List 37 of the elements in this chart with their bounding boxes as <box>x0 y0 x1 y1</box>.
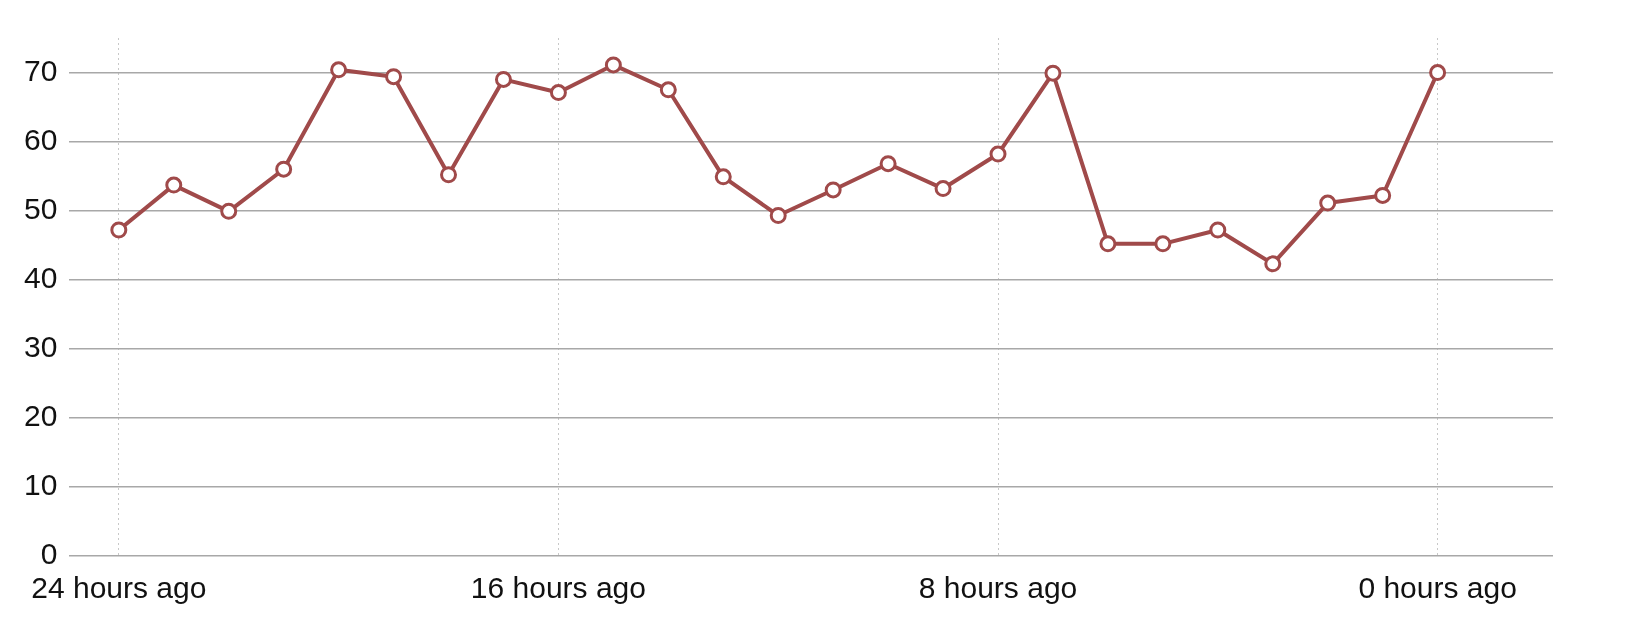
y-tick-label: 0 <box>40 537 58 571</box>
point <box>165 176 183 194</box>
point <box>934 180 952 198</box>
point <box>494 70 512 88</box>
point <box>769 207 787 224</box>
y-tick-label: 20 <box>23 399 58 433</box>
point <box>1044 64 1062 82</box>
point <box>1154 235 1172 253</box>
y-tick-label: 60 <box>23 122 58 156</box>
point <box>604 56 622 74</box>
point <box>1429 64 1447 82</box>
y-tick-label: 70 <box>23 53 58 87</box>
point <box>659 81 677 99</box>
point <box>549 84 567 102</box>
point <box>1209 221 1227 239</box>
point <box>1319 194 1337 212</box>
x-tick-label: 24 hours ago <box>31 571 207 605</box>
point <box>110 221 128 239</box>
y-tick-label: 30 <box>23 330 58 364</box>
point <box>220 202 238 220</box>
x-tick-label: 0 hours ago <box>1358 571 1517 605</box>
point <box>1099 235 1117 253</box>
point <box>1374 186 1392 204</box>
point <box>824 181 842 199</box>
x-tick-label: 16 hours ago <box>470 571 646 605</box>
x-tick-label: 8 hours ago <box>918 571 1078 605</box>
point <box>714 168 732 186</box>
point <box>989 145 1007 163</box>
y-tick-label: 10 <box>23 468 58 502</box>
point <box>330 61 348 79</box>
point <box>879 155 897 173</box>
y-tick-label: 40 <box>23 261 58 294</box>
point <box>385 68 403 86</box>
point <box>275 160 293 178</box>
point <box>1264 255 1282 273</box>
y-tick-label: 50 <box>23 191 58 225</box>
point <box>440 166 458 184</box>
